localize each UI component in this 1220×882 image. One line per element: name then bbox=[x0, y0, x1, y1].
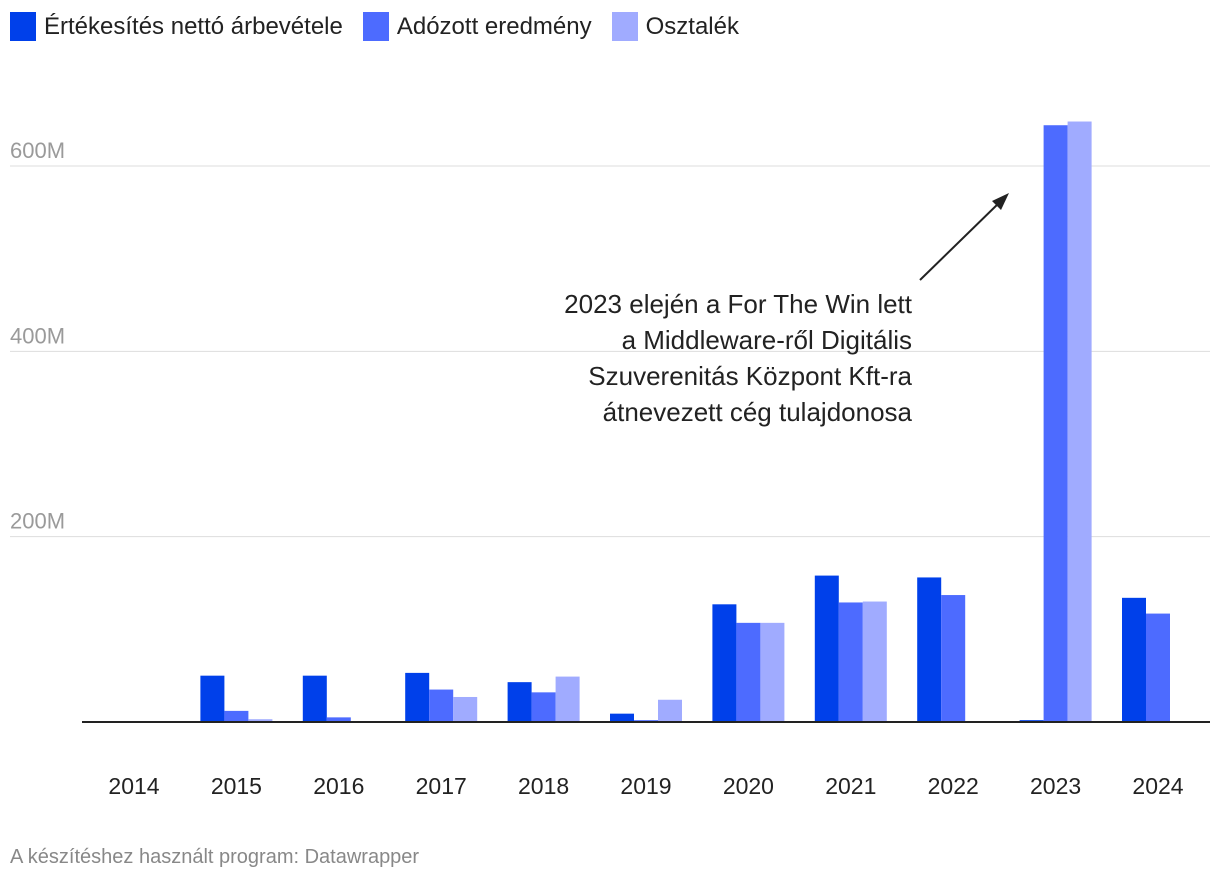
bar-ertekesites-netto-arbevetele-2015 bbox=[200, 675, 225, 722]
y-tick-label: 400M bbox=[10, 323, 65, 348]
x-tick-label: 2021 bbox=[825, 773, 876, 799]
x-tick-label: 2016 bbox=[313, 773, 364, 799]
bar-ertekesites-netto-arbevetele-2018 bbox=[507, 682, 532, 722]
x-tick-label: 2018 bbox=[518, 773, 569, 799]
bar-adozott-eredmeny-2018 bbox=[531, 692, 556, 722]
bar-osztalek-2019 bbox=[658, 699, 682, 722]
bars bbox=[200, 121, 1170, 722]
legend-label: Értékesítés nettó árbevétele bbox=[44, 12, 343, 40]
chart-legend: Értékesítés nettó árbevétele Adózott ered… bbox=[10, 12, 759, 41]
x-tick-label: 2023 bbox=[1030, 773, 1081, 799]
bar-osztalek-2017 bbox=[453, 696, 478, 722]
bar-osztalek-2018 bbox=[555, 676, 580, 722]
footer-credit: A készítéshez használt program: Datawrap… bbox=[10, 846, 420, 868]
annotation-line: átnevezett cég tulajdonosa bbox=[603, 397, 913, 427]
bar-ertekesites-netto-arbevetele-2019 bbox=[610, 713, 634, 722]
y-axis-ticks: 200M 400M 600M bbox=[10, 138, 65, 534]
annotation-line: 2023 elején a For The Win lett bbox=[564, 289, 913, 319]
bar-adozott-eredmeny-2016 bbox=[326, 717, 351, 722]
bar-ertekesites-netto-arbevetele-2024 bbox=[1122, 597, 1146, 722]
bar-osztalek-2015 bbox=[248, 719, 273, 722]
bar-osztalek-2023 bbox=[1067, 121, 1092, 722]
x-tick-label: 2014 bbox=[108, 773, 159, 799]
gridlines bbox=[10, 165, 1210, 538]
y-tick-label: 200M bbox=[10, 509, 65, 534]
legend-item-ertekesites-netto-arbevetele: Értékesítés nettó árbevétele bbox=[10, 12, 343, 41]
bar-osztalek-2020 bbox=[760, 622, 785, 722]
legend-label: Osztalék bbox=[645, 12, 739, 40]
x-tick-label: 2020 bbox=[723, 773, 774, 799]
bar-adozott-eredmeny-2017 bbox=[429, 689, 454, 722]
x-tick-label: 2019 bbox=[620, 773, 671, 799]
bar-adozott-eredmeny-2015 bbox=[224, 710, 249, 722]
legend-swatch bbox=[10, 12, 36, 41]
bar-ertekesites-netto-arbevetele-2016 bbox=[302, 675, 327, 722]
legend-item-adozott-eredmeny: Adózott eredmény bbox=[362, 12, 592, 41]
bar-osztalek-2021 bbox=[862, 601, 887, 722]
legend-item-osztalek: Osztalék bbox=[611, 12, 739, 41]
x-tick-label: 2015 bbox=[211, 773, 262, 799]
bar-ertekesites-netto-arbevetele-2017 bbox=[405, 672, 430, 722]
annotation-line: a Middleware-ről Digitális bbox=[622, 325, 912, 355]
x-tick-label: 2022 bbox=[928, 773, 979, 799]
legend-swatch bbox=[362, 12, 389, 41]
bar-ertekesites-netto-arbevetele-2021 bbox=[814, 575, 839, 722]
annotation-line: Szuverenitás Központ Kft-ra bbox=[588, 361, 912, 391]
annotation-arrowhead bbox=[992, 193, 1009, 210]
annotation-arrow-line bbox=[919, 199, 1003, 281]
bar-adozott-eredmeny-2020 bbox=[736, 622, 761, 722]
bar-ertekesites-netto-arbevetele-2022 bbox=[917, 577, 942, 722]
x-tick-label: 2017 bbox=[416, 773, 467, 799]
x-axis-labels: 2014 2015 2016 2017 2018 2019 2020 2021 2022 2023… bbox=[108, 773, 1183, 799]
bar-adozott-eredmeny-2022 bbox=[941, 595, 966, 722]
annotation: 2023 elején a For The Win lett a Middlewa… bbox=[564, 193, 1009, 427]
bar-adozott-eredmeny-2024 bbox=[1146, 613, 1170, 722]
bar-adozott-eredmeny-2023 bbox=[1043, 125, 1068, 722]
legend-swatch bbox=[611, 12, 638, 41]
y-tick-label: 600M bbox=[10, 138, 65, 163]
x-tick-label: 2024 bbox=[1132, 773, 1183, 799]
bar-adozott-eredmeny-2021 bbox=[838, 602, 863, 722]
bar-ertekesites-netto-arbevetele-2020 bbox=[712, 604, 737, 722]
legend-label: Adózott eredmény bbox=[396, 12, 592, 40]
